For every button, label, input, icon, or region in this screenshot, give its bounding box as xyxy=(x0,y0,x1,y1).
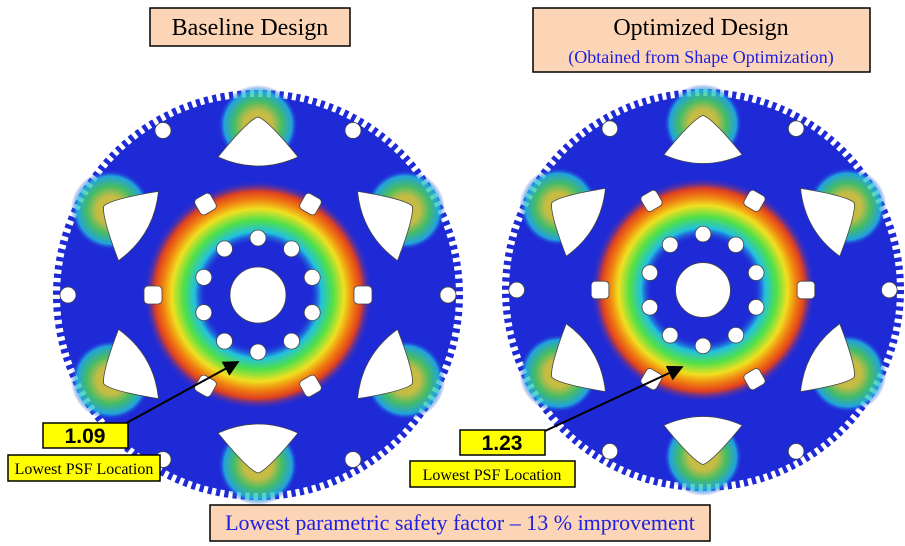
bolt-hole xyxy=(748,265,764,281)
bolt-hole xyxy=(216,333,232,349)
psf-value: 1.23 xyxy=(482,432,523,455)
bolt-hole xyxy=(250,344,266,360)
bolt-hole xyxy=(695,338,711,354)
bolt-hole xyxy=(728,327,744,343)
outer-hole xyxy=(602,443,618,459)
bolt-hole xyxy=(662,237,678,253)
outer-hole xyxy=(509,282,525,298)
outer-hole xyxy=(60,287,76,303)
bolt-hole xyxy=(196,305,212,321)
bolt-hole xyxy=(304,305,320,321)
footer: Lowest parametric safety factor – 13 % i… xyxy=(225,510,695,535)
bolt-hole xyxy=(642,299,658,315)
outer-hole xyxy=(602,121,618,137)
psf-caption: Lowest PSF Location xyxy=(423,467,562,484)
center-bore xyxy=(230,267,286,323)
outer-hole xyxy=(788,443,804,459)
outer-hole xyxy=(440,287,456,303)
panel-subtitle: (Obtained from Shape Optimization) xyxy=(568,47,833,68)
bolt-hole xyxy=(284,333,300,349)
center-bore xyxy=(676,263,731,318)
square-cutout xyxy=(144,286,162,304)
outer-hole xyxy=(881,282,897,298)
outer-hole xyxy=(788,121,804,137)
bolt-hole xyxy=(662,327,678,343)
outer-hole xyxy=(345,122,361,138)
outer-hole xyxy=(155,122,171,138)
psf-caption: Lowest PSF Location xyxy=(15,461,154,478)
panel-title: Optimized Design xyxy=(613,15,788,41)
bolt-hole xyxy=(695,226,711,242)
panel-title: Baseline Design xyxy=(172,15,329,41)
outer-hole xyxy=(345,452,361,468)
bolt-hole xyxy=(196,269,212,285)
page: Baseline Design Optimized Design (Obtain… xyxy=(0,0,905,546)
square-cutout xyxy=(354,286,372,304)
bolt-hole xyxy=(304,269,320,285)
bolt-hole xyxy=(728,237,744,253)
bolt-hole xyxy=(250,230,266,246)
square-cutout xyxy=(591,281,609,299)
bolt-hole xyxy=(642,265,658,281)
gear xyxy=(506,84,900,496)
psf-value: 1.09 xyxy=(65,425,106,448)
bolt-hole xyxy=(216,241,232,257)
bolt-hole xyxy=(748,299,764,315)
bolt-hole xyxy=(284,241,300,257)
square-cutout xyxy=(797,281,815,299)
